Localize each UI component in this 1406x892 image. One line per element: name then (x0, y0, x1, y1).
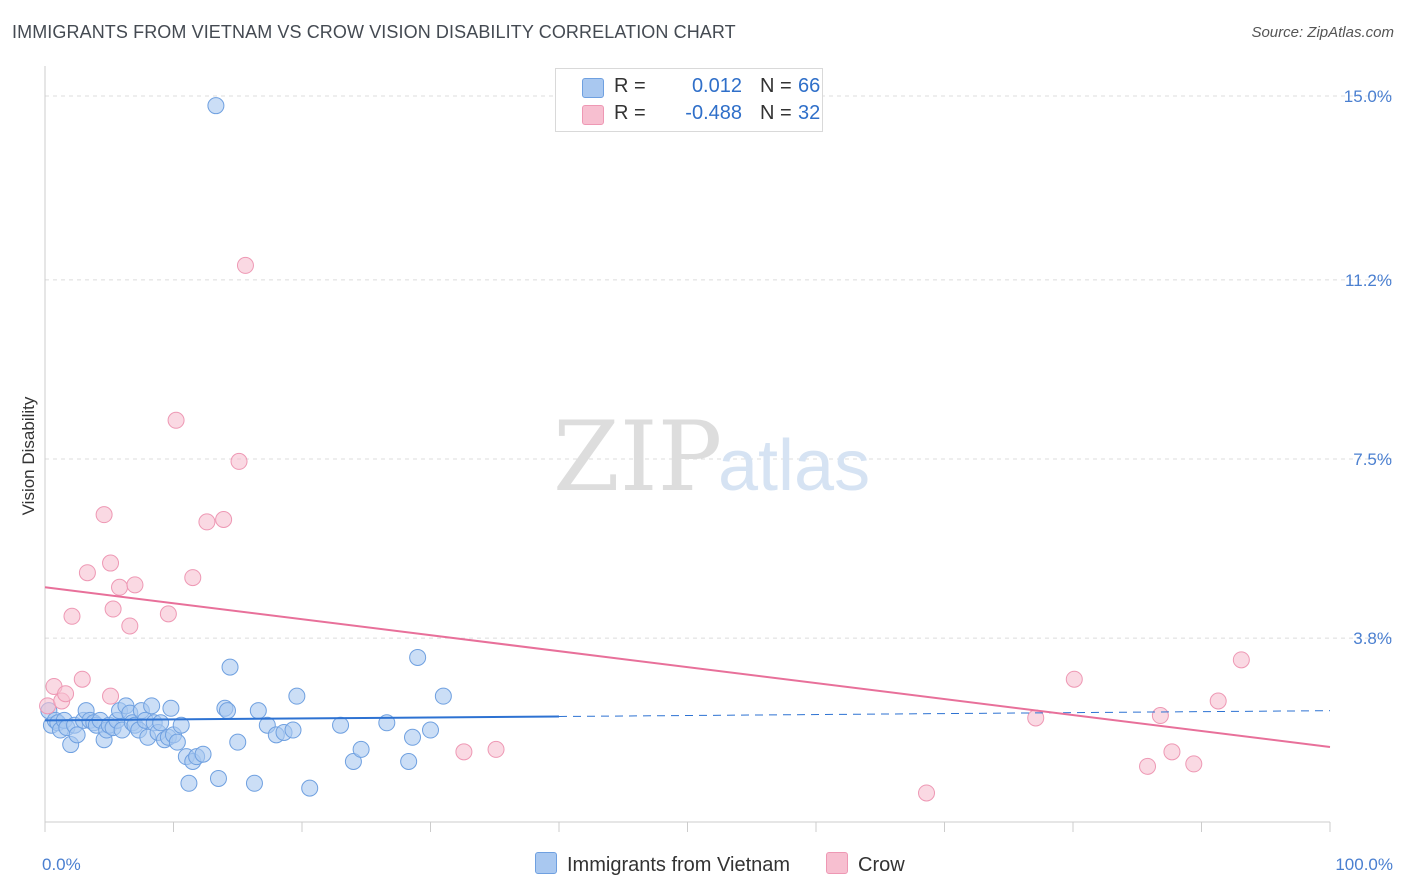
data-point-crow (39, 697, 57, 715)
data-point-crow (121, 617, 139, 635)
series-crow (39, 256, 1250, 802)
data-point-vietnam (344, 753, 362, 770)
data-point-crow (111, 578, 129, 596)
legend-swatch-pink (582, 105, 604, 125)
trend-line-vietnam-projected (558, 710, 1331, 717)
legend-r-label: R = (614, 102, 646, 124)
legend-r-value: -0.488 (685, 102, 742, 124)
data-point-crow (230, 452, 248, 470)
legend-label-crow: Crow (858, 854, 905, 876)
x-tick-label: 0.0% (42, 855, 81, 874)
legend-n-label: N = (760, 75, 792, 97)
gridlines (45, 95, 1392, 639)
data-point-crow (167, 411, 185, 429)
data-point-vietnam (218, 702, 236, 720)
data-point-crow (1151, 707, 1169, 725)
y-tick-label: 3.8% (1353, 629, 1392, 648)
data-point-crow (215, 511, 233, 528)
data-point-vietnam (409, 648, 427, 666)
legend-r-value: 0.012 (691, 75, 742, 97)
data-point-vietnam (422, 721, 439, 739)
data-point-crow (198, 513, 216, 531)
data-point-crow (487, 740, 505, 758)
series-immigrants-from-vietnam (40, 97, 452, 797)
data-point-crow (236, 256, 254, 274)
data-point-crow (1185, 755, 1203, 773)
data-point-crow (1209, 692, 1227, 710)
axes (44, 66, 1331, 832)
x-tick-label: 100.0% (1335, 855, 1393, 874)
data-point-vietnam (301, 779, 319, 797)
data-point-vietnam (180, 774, 198, 792)
data-point-crow (159, 605, 177, 623)
legend-r-label: R = (614, 75, 646, 97)
legend-swatch-pink (826, 852, 848, 874)
data-point-crow (1163, 743, 1181, 761)
data-point-crow (1065, 670, 1083, 688)
data-point-vietnam (207, 97, 225, 115)
data-point-vietnam (143, 697, 161, 715)
data-point-crow (104, 600, 122, 618)
data-point-vietnam (168, 733, 186, 751)
data-point-crow (102, 554, 120, 572)
chart-title: IMMIGRANTS FROM VIETNAM VS CROW VISION D… (12, 22, 736, 42)
y-axis-label: Vision Disability (19, 396, 38, 515)
legend-n-label: N = (760, 102, 792, 124)
data-point-vietnam (404, 728, 422, 746)
legend-swatch-blue (582, 78, 604, 98)
y-tick-label: 7.5% (1353, 450, 1392, 469)
data-point-vietnam (68, 726, 86, 744)
legend-n-value: 32 (798, 102, 821, 124)
watermark-atlas: atlas (718, 426, 870, 506)
legend-item-crow: Crow (826, 852, 905, 877)
data-point-vietnam (284, 721, 302, 739)
data-point-crow (102, 687, 120, 705)
y-tick-label: 15.0% (1344, 87, 1392, 106)
data-point-crow (57, 685, 75, 703)
legend-label-vietnam: Immigrants from Vietnam (567, 854, 791, 876)
trend-line-vietnam (44, 715, 560, 722)
data-point-crow (918, 784, 936, 802)
watermark: ZIP atlas (553, 401, 870, 513)
data-point-vietnam (288, 687, 306, 705)
legend-n-value: 66 (798, 75, 821, 97)
trend-line-crow (44, 586, 1331, 748)
data-point-vietnam (352, 740, 370, 758)
correlation-legend: R = 0.012 N = 66 R = -0.488 N = 32 (555, 68, 823, 132)
data-point-vietnam (249, 702, 267, 720)
data-point-vietnam (162, 699, 180, 717)
data-point-crow (1139, 757, 1157, 775)
data-point-crow (1232, 651, 1250, 669)
data-point-vietnam (194, 745, 212, 763)
data-point-crow (1027, 709, 1045, 727)
data-point-vietnam (152, 714, 170, 732)
data-point-vietnam (229, 733, 247, 751)
trend-lines (44, 586, 1331, 748)
data-point-vietnam (332, 716, 350, 734)
watermark-zip: ZIP (553, 401, 722, 513)
chart-source: Source: ZipAtlas.com (1251, 24, 1394, 41)
data-point-crow (184, 569, 202, 587)
data-point-vietnam (245, 774, 263, 792)
y-tick-label: 11.2% (1345, 271, 1392, 290)
data-point-vietnam (221, 658, 239, 676)
data-point-crow (63, 607, 81, 625)
data-point-vietnam (172, 716, 190, 734)
data-point-crow (126, 576, 144, 594)
y-tick-labels: 3.8% 7.5% 11.2% 15.0% (1344, 87, 1392, 648)
legend-item-vietnam: Immigrants from Vietnam (535, 852, 790, 877)
legend-swatch-blue (535, 852, 557, 874)
data-point-crow (455, 743, 473, 761)
data-point-vietnam (434, 687, 452, 705)
data-point-crow (95, 506, 113, 524)
data-point-crow (78, 564, 96, 582)
data-point-crow (73, 670, 91, 688)
data-point-vietnam (209, 769, 227, 787)
x-tick-labels: 0.0% 100.0% (42, 855, 1393, 874)
data-point-vietnam (400, 753, 418, 770)
